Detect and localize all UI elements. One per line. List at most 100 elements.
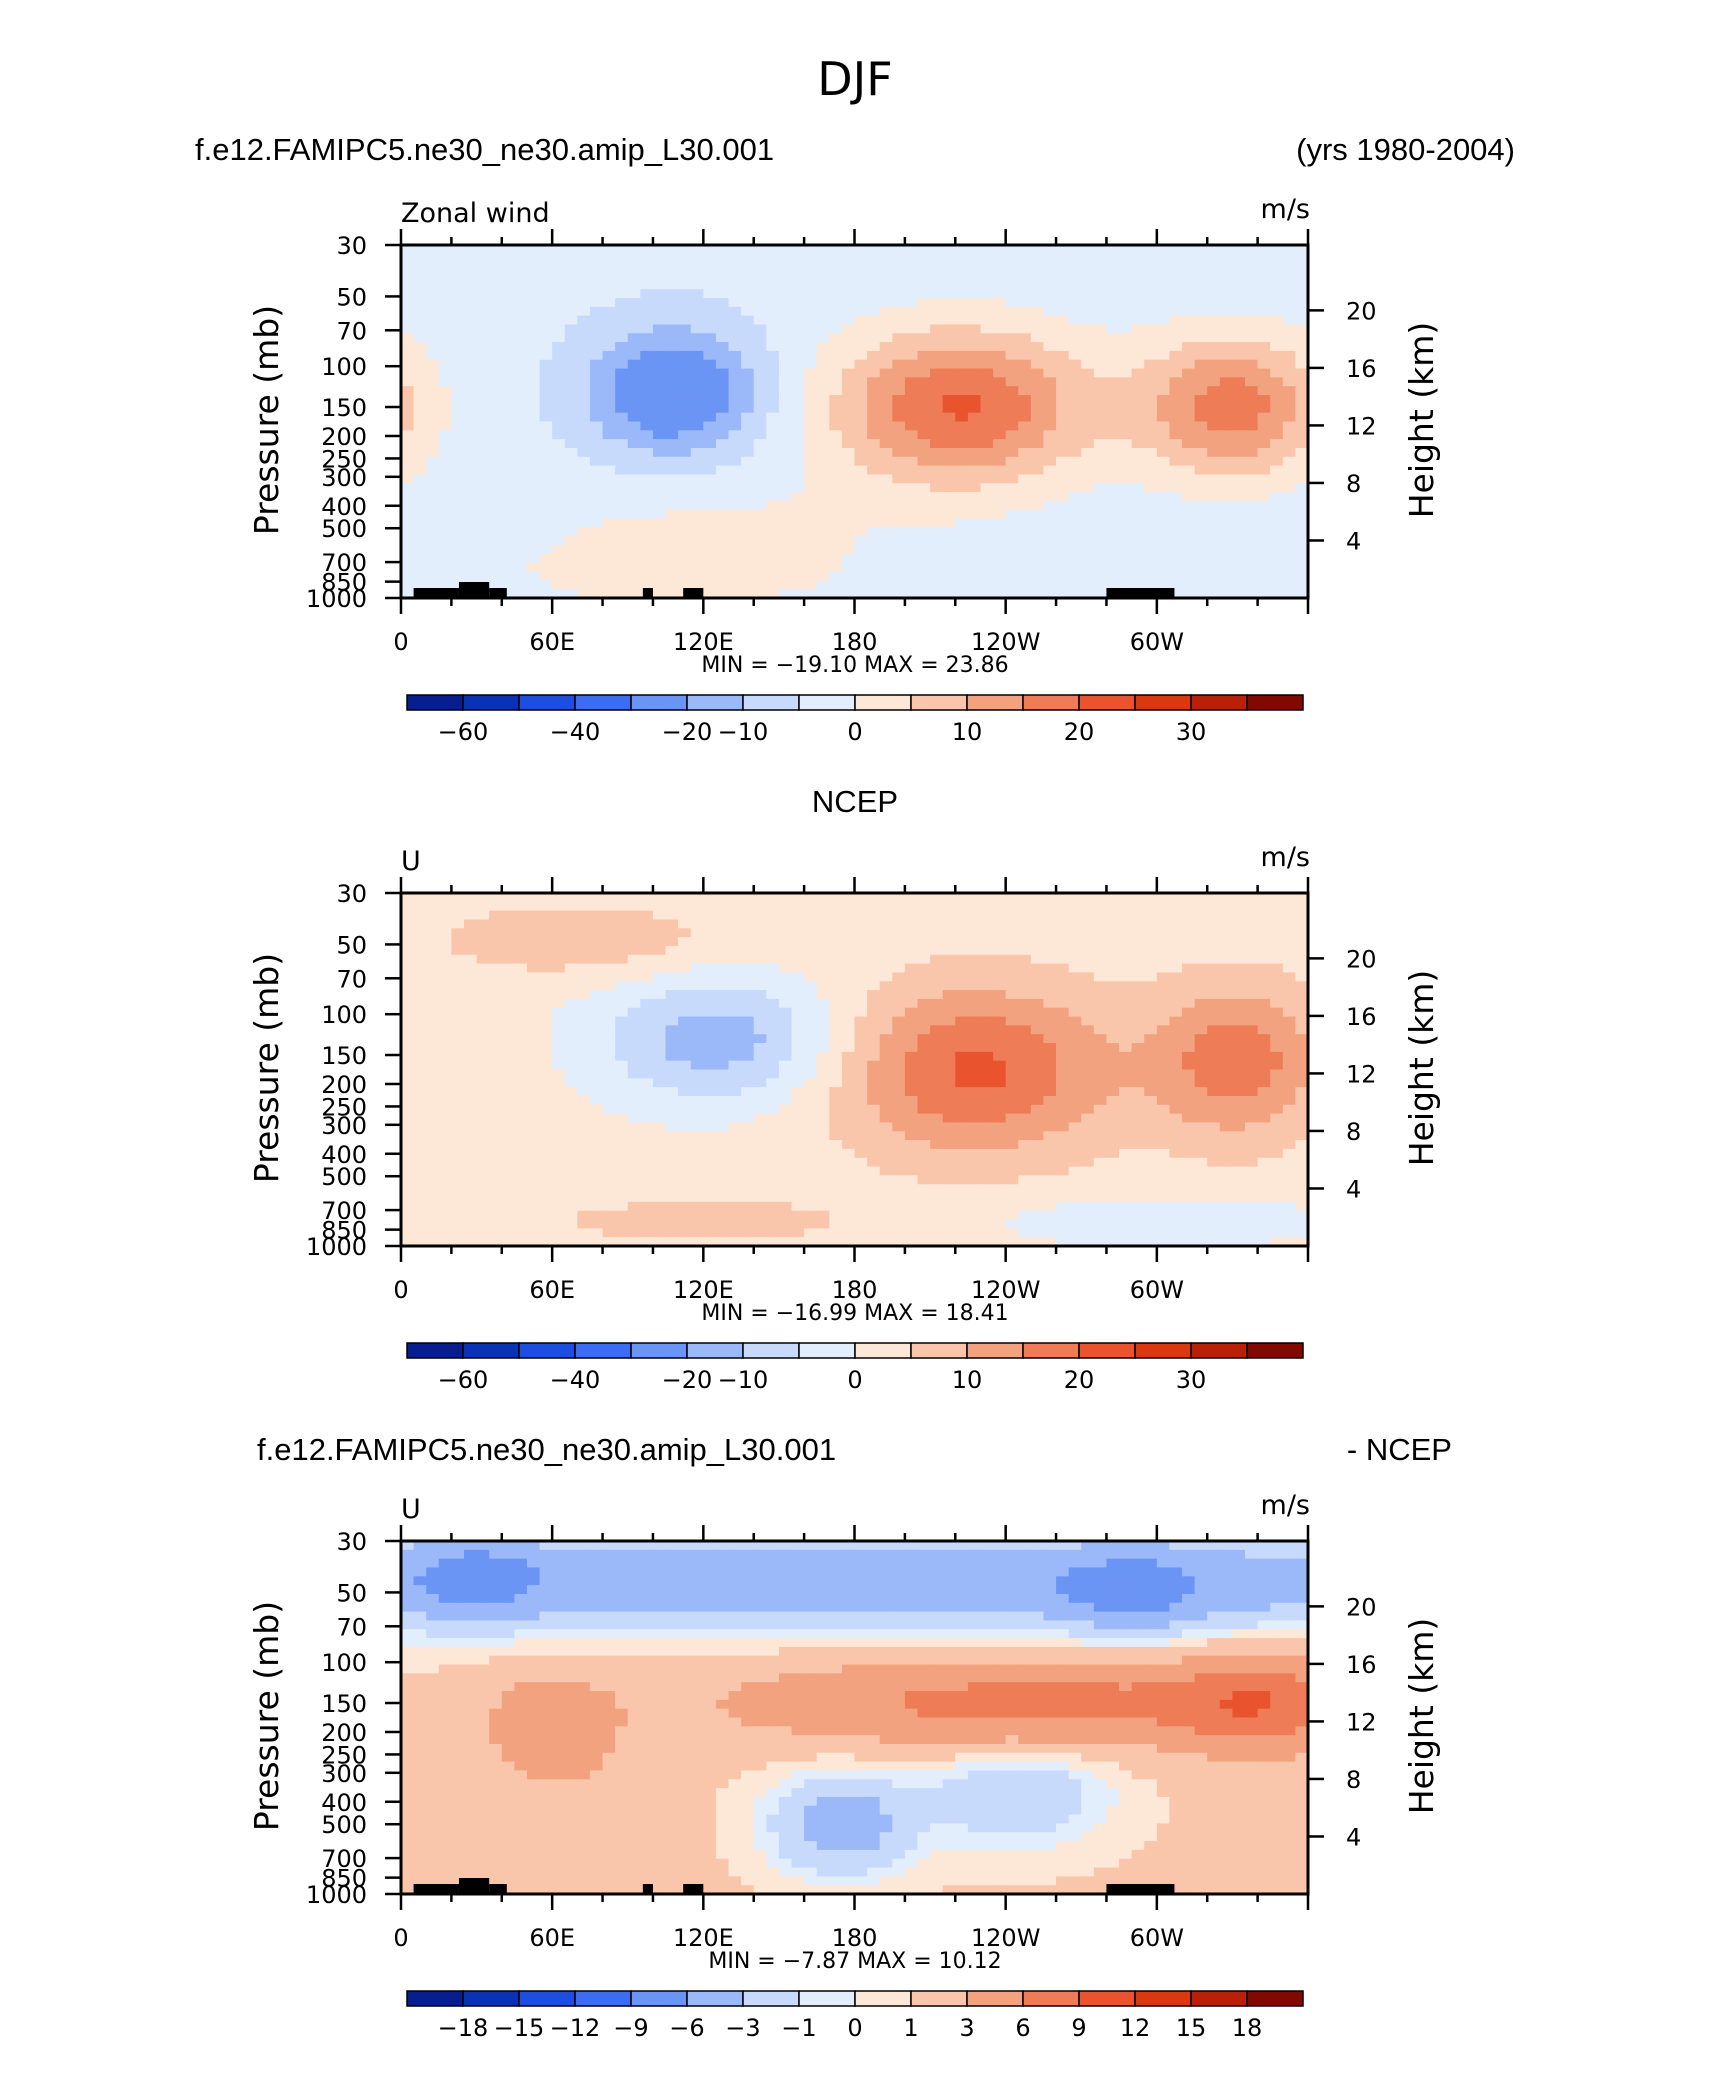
field-cell [438,1104,452,1115]
field-cell [993,536,1007,546]
field-cell [1093,368,1108,378]
field-cell [766,553,780,564]
field-cell [665,430,679,440]
field-cell [451,412,465,423]
field-cell [413,333,427,343]
field-cell [463,1131,478,1141]
field-cell [401,571,415,581]
field-cell [1282,262,1297,273]
field-cell [791,1025,805,1035]
field-cell [1182,1043,1196,1053]
field-cell [1131,562,1145,573]
field-cell [1068,893,1082,903]
field-cell [741,1087,755,1097]
field-cell [539,990,553,1000]
field-cell [879,990,893,1000]
field-cell [816,509,830,520]
field-cell [489,280,503,290]
field-cell [904,945,919,956]
field-cell [501,439,515,449]
field-cell [1207,456,1221,467]
field-cell [1282,297,1297,308]
field-cell [1106,297,1120,308]
field-cell [1270,553,1284,564]
field-cell [627,536,641,546]
field-cell [401,403,415,414]
field-cell [753,412,767,423]
field-cell [1295,518,1309,528]
field-cell [791,536,805,546]
field-cell [980,545,994,555]
field-cell [652,315,667,326]
field-cell [841,465,856,476]
field-cell [1232,1043,1246,1053]
field-cell [589,1034,604,1044]
field-cell [1131,245,1145,255]
field-cell [652,998,667,1009]
field-cell [489,1078,503,1088]
field-cell [728,456,742,467]
field-cell [526,1078,541,1088]
field-cell [879,483,893,493]
field-cell [930,500,944,511]
field-cell [426,359,440,370]
field-cell [715,1078,730,1088]
field-cell [476,359,490,370]
field-cell [1219,500,1234,511]
field-cell [930,492,944,502]
field-cell [766,1131,780,1141]
field-cell [678,562,692,573]
field-cell [1056,456,1070,467]
field-cell [1169,253,1183,264]
field-cell [892,910,906,921]
field-cell [401,1131,415,1141]
field-cell [1194,289,1208,299]
field-cell [413,403,427,414]
field-cell [665,919,679,929]
field-cell [413,963,427,974]
field-cell [1207,359,1221,370]
field-cell [1005,377,1019,387]
field-cell [526,439,541,449]
field-cell [930,412,944,423]
field-cell [1081,1016,1095,1026]
field-cell [489,527,503,537]
field-cell [715,990,730,1000]
field-cell [526,1122,541,1132]
field-cell [715,981,730,991]
field-cell [501,919,515,929]
field-cell [401,1069,415,1079]
field-cell [1194,412,1208,423]
field-cell [1119,412,1133,423]
field-cell [1232,536,1246,546]
field-cell [640,386,654,396]
field-cell [980,324,994,334]
field-cell [640,562,654,573]
field-cell [1068,500,1082,511]
field-cell [501,1069,515,1079]
field-cell [703,492,717,502]
field-cell [1030,492,1045,502]
field-cell [690,253,704,264]
field-cell [955,1122,969,1132]
field-cell [1257,306,1271,317]
field-cell [728,483,742,493]
field-cell [463,1043,478,1053]
field-cell [829,893,843,903]
field-cell [1232,1069,1246,1079]
field-cell [892,527,906,537]
field-cell [955,893,969,903]
field-cell [463,324,478,334]
field-cell [778,359,793,370]
field-cell [1270,1087,1284,1097]
field-cell [1282,368,1297,378]
field-cell [955,589,969,599]
y-axis-label: Pressure (mb) [247,305,286,535]
field-cell [854,412,868,423]
field-cell [703,1087,717,1097]
field-cell [577,350,591,361]
field-cell [501,350,515,361]
field-cell [401,1051,415,1062]
field-cell [1245,954,1259,965]
field-cell [627,271,641,281]
